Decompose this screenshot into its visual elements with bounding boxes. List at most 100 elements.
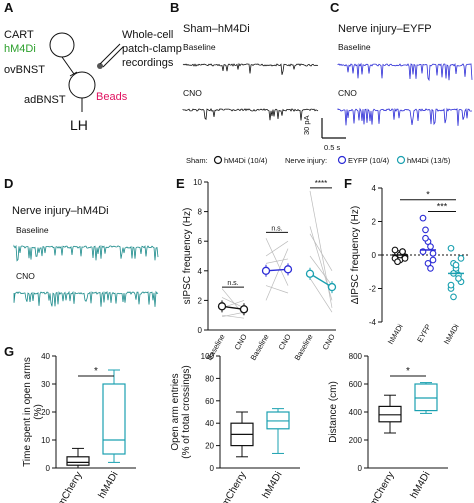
panel-b-cno: CNO [183, 88, 202, 98]
g1-y-tick-label: 0 [46, 464, 51, 473]
g3-x-tick-label: hM4Di [409, 470, 433, 501]
panel-g-letter: G [4, 344, 14, 359]
f-data-point [399, 248, 406, 255]
g1-box [102, 383, 126, 455]
g1-x-tick-label: mCherry [56, 470, 85, 503]
g1-y-axis-label: Time spent in open arms [22, 357, 33, 467]
pipette-tip-icon [97, 63, 103, 69]
panel-b-letter: B [170, 0, 179, 15]
g1-y-tick-label: 40 [41, 352, 50, 361]
f-data-point [401, 255, 409, 262]
e-y-tick-label: 2 [198, 296, 203, 305]
ovbnst-label: ovBNST [4, 64, 45, 76]
f-data-point [455, 275, 462, 282]
patch-text-2: patch-clamp [122, 43, 182, 55]
e-replicate-line [221, 314, 245, 319]
f-data-point [447, 281, 455, 289]
g3-y-axis-label: Distance (cm) [328, 381, 339, 443]
e-y-tick-label: 10 [193, 178, 202, 187]
e-ns2-label: n.s. [271, 225, 282, 232]
chart-g3: 0 200 400 600 800 Distance (cm) mCherry hM4Di * [328, 352, 448, 503]
g1-x-tick-label: hM4Di [97, 470, 121, 501]
panel-d-cno: CNO [16, 271, 35, 281]
e-replicate-line [309, 255, 333, 286]
g1-y-tick-label: 20 [41, 408, 50, 417]
panel-d-baseline: Baseline [16, 225, 49, 235]
g3-box [378, 405, 402, 423]
f-data-point [452, 261, 460, 269]
f-data-point [457, 255, 465, 262]
f-data-point [427, 243, 434, 250]
e-replicate-line [265, 258, 289, 264]
panel-d-title: Nerve injury–hM4Di [12, 205, 109, 217]
f-data-point [419, 214, 427, 222]
patch-text-1: Whole-cell [122, 29, 173, 41]
panel-c-letter: C [330, 0, 340, 15]
legend-sham-label: Sham: [186, 156, 208, 165]
trace-c-cno [337, 107, 473, 126]
trace-d-baseline [13, 244, 159, 262]
e-replicate-line [221, 297, 245, 309]
e-x-tick-label: CNO [277, 332, 293, 351]
legend-eyfp-item: EYFP (10/4) [348, 156, 390, 165]
e-replicate-line [265, 248, 289, 301]
e-replicate-line [265, 238, 289, 286]
f-data-point [422, 234, 429, 242]
g3-sig-label: * [406, 366, 410, 377]
g1-y-tick-label: 30 [41, 380, 50, 389]
legend-hm4di-marker [396, 155, 406, 165]
e-x-tick-label: Baseline [249, 333, 271, 362]
g3-y-tick-label: 800 [349, 352, 363, 361]
g2-y-axis-label: (% of total crossings) [181, 365, 192, 458]
panel-b-title: Sham–hM4Di [183, 23, 250, 35]
panel-b-baseline: Baseline [183, 42, 216, 52]
g3-y-tick-label: 0 [358, 464, 363, 473]
f-x-tick-label: hM4Di [386, 322, 405, 346]
hm4di-label: hM4Di [4, 43, 36, 55]
e-y-axis-label: sIPSC frequency (Hz) [182, 208, 193, 305]
legend-hm4di-item: hM4Di (13/5) [407, 156, 451, 165]
e-mean-point [261, 266, 271, 275]
f-y-tick-label: -4 [369, 318, 377, 327]
e-y-tick-label: 8 [198, 208, 203, 217]
chart-f: -4 -2 0 2 4 ΔIPSC frequency (Hz) hM4Di EYFP hM4D… [350, 184, 470, 346]
panel-d-letter: D [4, 176, 13, 191]
e-x-tick-label: CNO [233, 332, 249, 351]
projection-line [61, 56, 75, 75]
legend-sham-marker [213, 155, 223, 165]
trace-d-cno [13, 290, 159, 307]
e-mean-point [283, 265, 293, 274]
f-y-tick-label: 4 [372, 184, 377, 193]
e-y-tick-label: 0 [198, 326, 203, 335]
patch-text-3: recordings [122, 57, 174, 69]
e-replicate-line [309, 278, 333, 313]
legend-injury-label: Nerve injury: [285, 156, 327, 165]
f-y-tick-label: -2 [369, 285, 377, 294]
g3-x-tick-label: mCherry [368, 470, 397, 503]
f-data-point [429, 249, 437, 257]
e-mean-point [217, 302, 227, 311]
chart-g2: 0 20 40 60 80 100 Open arm entries (% of total … [170, 352, 300, 503]
f-data-point [394, 258, 401, 266]
e-mean-point [327, 282, 337, 292]
g3-y-tick-label: 200 [349, 436, 363, 445]
e-mean-point [305, 269, 315, 278]
f-star2-label: *** [437, 201, 448, 211]
g1-sig-label: * [94, 366, 98, 377]
e-replicate-line [265, 240, 289, 257]
lh-label: LH [70, 117, 88, 133]
pipette-line-2 [102, 46, 124, 68]
g2-y-axis-label: Open arm entries [170, 373, 181, 450]
e-mean-point [239, 305, 249, 314]
g2-x-tick-label: mCherry [220, 470, 249, 503]
panel-f-letter: F [344, 176, 352, 191]
e-ns1-label: n.s. [227, 280, 238, 287]
e-series-line [309, 273, 333, 288]
chart-g1: 0 10 20 30 40 Time spent in open arms (%) mCher… [22, 352, 136, 503]
g1-y-axis-label: (%) [33, 404, 44, 420]
g2-y-tick-label: 80 [205, 374, 214, 383]
scalebar-time: 0.5 s [324, 143, 341, 152]
f-data-point [447, 244, 455, 252]
pipette-line-1 [99, 43, 121, 65]
